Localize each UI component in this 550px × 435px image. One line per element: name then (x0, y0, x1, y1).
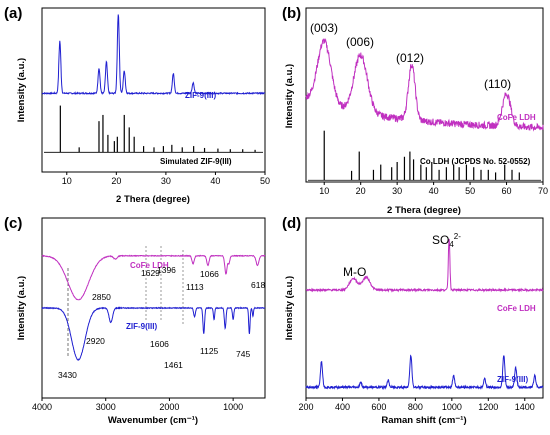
panel-d: (d) 200 400 600 800 1000 1200 1400 M-O SO42- C… (282, 215, 544, 426)
panel-c-xtick-label-0: 4000 (32, 402, 52, 412)
panel-d-series-zif9 (305, 354, 544, 391)
panel-d-band-so4-sup: 2- (454, 232, 461, 241)
panel-b-peak-003: (003) (310, 21, 338, 35)
panel-d-band-so4-sub: 4 (449, 240, 454, 249)
panel-b-frame (305, 7, 544, 183)
panel-a-xtick-label-4: 50 (260, 176, 270, 186)
panel-b-series-cofe (305, 38, 544, 132)
panel-a-xtick-label-2: 30 (161, 176, 171, 186)
panel-d-band-mo: M-O (343, 265, 366, 279)
panel-c-band-1461: 1461 (164, 360, 183, 370)
panel-b-xticks: 10 20 30 40 50 60 70 (319, 182, 548, 196)
panel-b: (b) 10 20 30 40 50 60 70 (003) (006) (012) (11… (282, 5, 548, 216)
panel-d-series-cofe (305, 238, 544, 293)
panel-d-xtick-label-5: 1200 (478, 402, 498, 412)
panel-b-xtick-label-4: 50 (465, 186, 475, 196)
panel-a-xticks: 10 20 30 40 50 (62, 172, 270, 186)
panel-b-series-coldh (308, 130, 541, 181)
panel-b-peak-006: (006) (346, 35, 374, 49)
panel-d-band-so4: SO42- (432, 232, 461, 249)
panel-c-band-1066: 1066 (200, 269, 219, 279)
panel-d-label-zif9: ZIF-9(III) (497, 375, 528, 384)
panel-d-xticks: 200 400 600 800 1000 1200 1400 (298, 398, 535, 412)
panel-c-band-1113: 1113 (186, 282, 204, 292)
panel-d-xtick-label-2: 600 (371, 402, 386, 412)
panel-c-series-cofe (41, 254, 266, 301)
panel-b-label-coldh: Co LDH (JCPDS No. 52-0552) (420, 157, 531, 166)
panel-b-xtick-label-0: 10 (319, 186, 329, 196)
panel-d-xtick-label-3: 800 (408, 402, 423, 412)
panel-d-ylabel: Intensity (a.u.) (284, 276, 295, 340)
panel-c-band-2850: 2850 (92, 292, 111, 302)
panel-c-series-zif9 (41, 306, 266, 361)
panel-a-xtick-label-1: 20 (111, 176, 121, 186)
panel-b-xtick-label-6: 70 (538, 186, 548, 196)
panel-c-xtick-label-2: 2000 (159, 402, 179, 412)
panel-a-ylabel: Intensity (a.u.) (16, 58, 27, 122)
panel-b-xlabel: 2 Thera (degree) (387, 205, 461, 216)
panel-c-label-cofe: CoFe LDH (130, 261, 169, 270)
panel-d-label: (d) (282, 215, 301, 232)
panel-c-band-1606: 1606 (150, 339, 169, 349)
panel-c: (c) 4000 3000 2000 1000 CoFe LDH ZIF-9(III)… (4, 215, 266, 426)
panel-c-band-618: 618 (251, 280, 265, 290)
panel-a-label-simulated: Simulated ZIF-9(III) (160, 157, 232, 166)
panel-b-label: (b) (282, 5, 301, 22)
panel-a: (a) 10 20 30 40 50 ZIF-9(III) Simulated ZIF-… (4, 5, 270, 205)
panel-b-xtick-label-2: 30 (392, 186, 402, 196)
panel-c-band-1396: 1396 (157, 265, 176, 275)
panel-b-peak-110: (110) (484, 77, 511, 91)
panel-c-label: (c) (4, 215, 22, 232)
panel-a-frame (41, 7, 266, 173)
panel-c-band-1629: 1629 (141, 268, 160, 278)
panel-c-band-3430: 3430 (58, 370, 77, 380)
panel-b-xtick-label-3: 40 (429, 186, 439, 196)
panel-b-peak-012: (012) (396, 51, 424, 65)
panel-d-xtick-label-4: 1000 (442, 402, 462, 412)
panel-c-band-2920: 2920 (86, 336, 105, 346)
panel-a-xtick-label-0: 10 (62, 176, 72, 186)
panel-b-xtick-label-5: 60 (502, 186, 512, 196)
panel-b-xtick-label-1: 20 (356, 186, 366, 196)
panel-c-band-745: 745 (236, 349, 250, 359)
panel-c-xtick-label-1: 3000 (96, 402, 116, 412)
panel-c-label-zif9: ZIF-9(III) (126, 322, 157, 331)
panel-d-xtick-label-6: 1400 (515, 402, 535, 412)
panel-a-series-zif9 (41, 14, 266, 96)
panel-c-band-1125: 1125 (200, 346, 219, 356)
panel-d-band-so4-base: SO (432, 233, 449, 247)
panel-d-xtick-label-1: 400 (335, 402, 350, 412)
panel-a-xlabel: 2 Thera (degree) (116, 194, 190, 205)
panel-c-xtick-label-3: 1000 (223, 402, 243, 412)
panel-d-label-cofe: CoFe LDH (497, 304, 536, 313)
panel-d-xlabel: Raman shift (cm⁻¹) (381, 415, 466, 426)
panel-c-ylabel: Intensity (a.u.) (16, 276, 27, 340)
panel-d-xtick-label-0: 200 (298, 402, 313, 412)
panel-a-series-simulated (44, 105, 263, 153)
panel-b-ylabel: Intensity (a.u.) (284, 64, 295, 128)
panel-b-label-cofe: CoFe LDH (497, 113, 536, 122)
panel-a-xtick-label-3: 40 (210, 176, 220, 186)
panel-c-xlabel: Wavenumber (cm⁻¹) (108, 415, 198, 426)
panel-d-frame (305, 217, 544, 399)
panel-a-label: (a) (4, 5, 22, 22)
panel-c-xticks: 4000 3000 2000 1000 (32, 398, 243, 412)
panel-a-label-zif9: ZIF-9(III) (185, 91, 216, 100)
